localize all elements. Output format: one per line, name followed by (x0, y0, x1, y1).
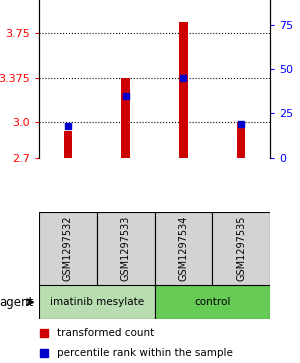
Bar (64, 131, 72, 158)
Text: GSM1297535: GSM1297535 (236, 216, 246, 281)
Bar (39, 285, 154, 319)
Bar (179, 21, 188, 158)
Bar (154, 285, 270, 319)
Text: transformed count: transformed count (58, 328, 155, 338)
Bar (212, 212, 270, 285)
Text: control: control (194, 297, 230, 307)
Text: imatinib mesylate: imatinib mesylate (50, 297, 144, 307)
Bar (237, 122, 245, 158)
Text: GSM1297532: GSM1297532 (63, 216, 73, 281)
Text: GSM1297533: GSM1297533 (121, 216, 130, 281)
Bar (121, 78, 130, 158)
Text: GSM1297534: GSM1297534 (178, 216, 188, 281)
Bar (39, 212, 97, 285)
Bar (97, 212, 154, 285)
Text: agent: agent (0, 296, 33, 309)
Text: percentile rank within the sample: percentile rank within the sample (58, 347, 233, 358)
Bar (154, 212, 212, 285)
